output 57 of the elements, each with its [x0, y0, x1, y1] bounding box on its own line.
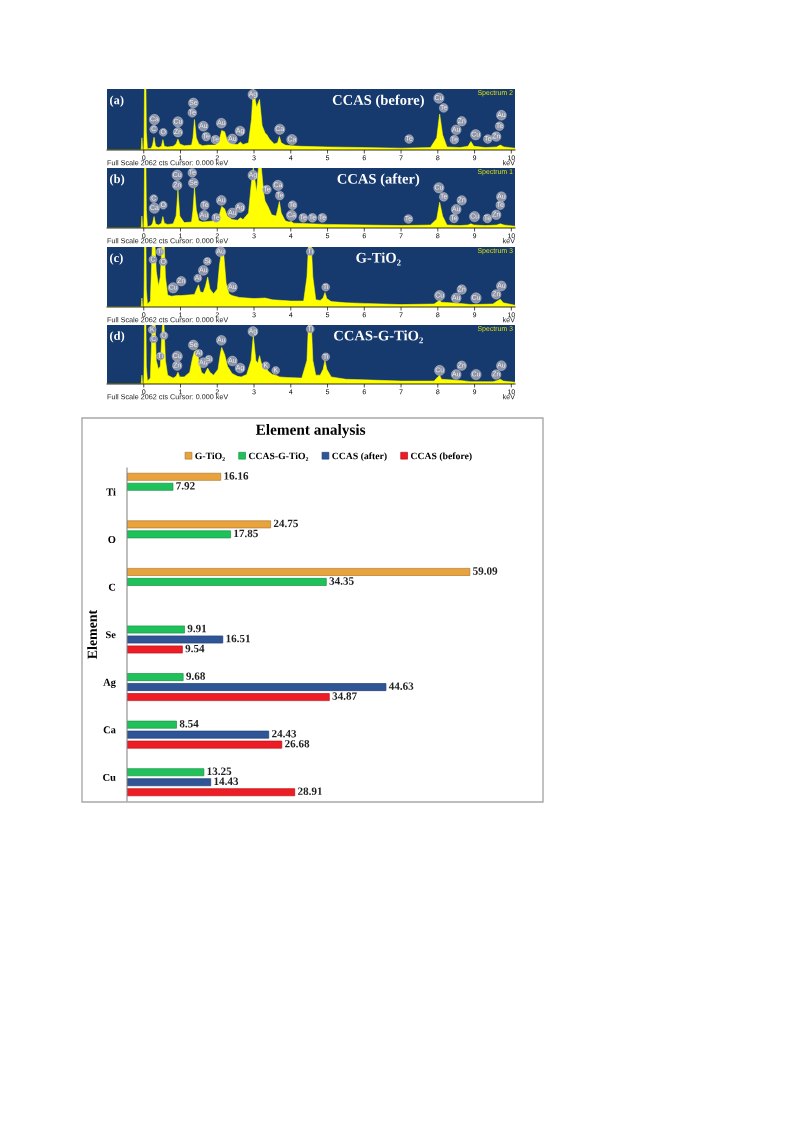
- annotation: (b): [110, 174, 125, 186]
- bar: [127, 673, 184, 681]
- y-tick-label: Cu: [103, 773, 116, 781]
- data-label: 59.09: [473, 567, 498, 575]
- bar: [127, 645, 183, 654]
- bar: [127, 740, 283, 749]
- annotation: (d): [110, 331, 125, 343]
- data-label: 24.75: [273, 519, 298, 528]
- bar: [127, 778, 212, 787]
- y-tick-label: C: [108, 583, 116, 591]
- data-label: 14.43: [214, 777, 239, 786]
- bar: [127, 788, 296, 797]
- data-label: 24.43: [271, 729, 297, 738]
- data-label: 9.54: [185, 644, 205, 653]
- legend-label: CCAS (after): [332, 452, 387, 462]
- bar: [127, 693, 330, 701]
- data-label: 28.91: [297, 787, 322, 796]
- chart-title: CCAS (after): [337, 173, 420, 187]
- legend-label: CCAS (before): [410, 452, 472, 462]
- bar: [127, 578, 327, 586]
- legend-label: CCAS-G-TiO₂: [248, 452, 309, 462]
- data-label: 16.16: [224, 472, 249, 480]
- y-tick-label: Ti: [106, 488, 116, 496]
- chart-title: Element analysis: [255, 424, 366, 438]
- bar: [127, 635, 224, 644]
- data-label: 26.68: [285, 739, 310, 748]
- data-label: 16.51: [226, 634, 250, 643]
- annotation: (c): [110, 253, 123, 265]
- annotation: (a): [110, 95, 124, 107]
- bar: [127, 568, 471, 576]
- bar: [127, 625, 185, 634]
- data-label: 17.85: [234, 529, 258, 538]
- chart-title: CCAS (before): [332, 94, 424, 108]
- data-label: 9.91: [187, 624, 207, 633]
- bar: [127, 530, 231, 539]
- bar: [127, 520, 271, 529]
- data-label: 9.68: [186, 672, 206, 680]
- bar: [127, 482, 174, 491]
- y-axis-title: Element: [87, 609, 97, 659]
- data-label: 44.63: [388, 682, 414, 690]
- y-tick-label: O: [108, 536, 116, 544]
- data-label: 34.35: [329, 577, 354, 585]
- bar: [127, 472, 222, 481]
- bar: [127, 720, 177, 729]
- y-tick-label: Ag: [103, 678, 116, 688]
- data-label: 34.87: [332, 692, 357, 700]
- chart-title: CCAS-G-TiO₂: [334, 330, 423, 344]
- bar: [127, 730, 270, 739]
- chart-title: G-TiO₂: [356, 252, 401, 266]
- y-tick-label: Se: [106, 631, 116, 639]
- bar: [127, 768, 205, 777]
- data-label: 7.92: [176, 482, 195, 490]
- y-tick-label: Ca: [103, 726, 116, 734]
- data-label: 8.54: [179, 719, 199, 728]
- legend-label: G-TiO₂: [195, 452, 225, 462]
- bar: [127, 683, 387, 691]
- data-label: 13.25: [207, 767, 232, 776]
